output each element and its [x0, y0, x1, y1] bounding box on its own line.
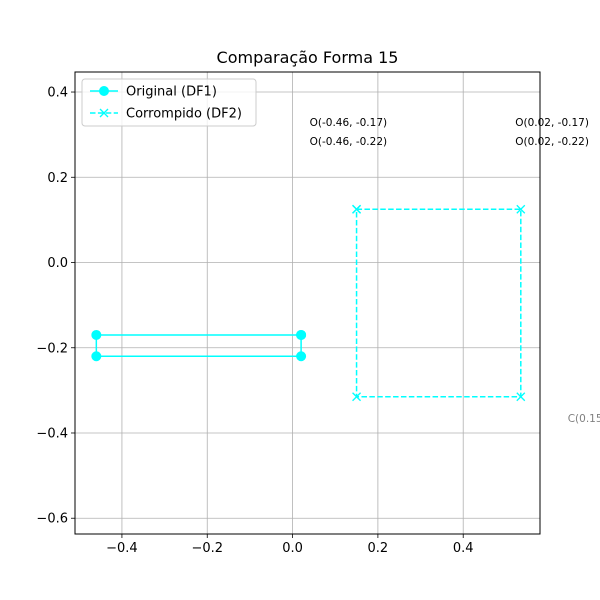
legend-box — [81, 78, 257, 127]
y-tick-label: −0.4 — [36, 426, 68, 441]
legend: Original (DF1) Corrompido (DF2) — [81, 78, 257, 127]
legend-entry: Corrompido (DF2) — [90, 107, 242, 122]
series — [352, 204, 526, 402]
data-point-stroke — [516, 392, 526, 402]
data-point — [296, 351, 307, 362]
data-point — [296, 329, 307, 340]
legend-label: Corrompido (DF2) — [126, 107, 242, 122]
annotation: O(-0.46, -0.22) — [310, 136, 387, 148]
data-point — [516, 392, 526, 402]
plot-frame — [74, 71, 541, 535]
annotations: O(-0.46, -0.17) O(-0.46, -0.22) O(0.02, -0… — [310, 117, 600, 425]
data-point — [516, 204, 526, 214]
legend-label: Original (DF1) — [126, 85, 217, 100]
data-point — [91, 329, 102, 340]
x-tick-label: 0.4 — [453, 541, 474, 556]
annotation: O(0.02, -0.17) — [515, 117, 589, 129]
y-tick-label: 0.2 — [47, 171, 68, 186]
x-tick-label: 0.2 — [368, 541, 389, 556]
data-point — [99, 108, 109, 118]
grid — [75, 72, 540, 534]
annotation: O(0.02, -0.22) — [515, 136, 589, 148]
y-tick-label: −0.6 — [36, 512, 68, 527]
data-point — [352, 392, 362, 402]
data-point-stroke — [352, 204, 362, 214]
y-tick-label: 0.0 — [47, 256, 68, 271]
x-tick-label: −0.4 — [106, 541, 138, 556]
annotation: O(-0.46, -0.17) — [310, 117, 387, 129]
y-tick-label: −0.2 — [36, 341, 68, 356]
x-tick-label: −0.2 — [191, 541, 223, 556]
data-point-stroke — [516, 204, 526, 214]
data-point-stroke — [352, 392, 362, 402]
y-tick-label: 0.4 — [47, 86, 68, 101]
data-point — [352, 204, 362, 214]
chart-title: Comparação Forma 15 — [217, 48, 399, 67]
data-point — [91, 351, 102, 362]
data-point — [99, 86, 109, 96]
data-point-stroke — [99, 108, 109, 118]
annotation: C(0.15 — [568, 413, 600, 425]
x-tick-label: 0.0 — [282, 541, 303, 556]
plot-area — [75, 72, 540, 534]
y-axis: −0.6 −0.4 −0.2 0.0 0.2 0.4 — [36, 86, 75, 527]
series — [91, 329, 307, 362]
legend-entry: Original (DF1) — [90, 85, 217, 100]
x-axis: −0.4 −0.2 0.0 0.2 0.4 — [106, 534, 474, 556]
series-layer — [91, 204, 526, 402]
